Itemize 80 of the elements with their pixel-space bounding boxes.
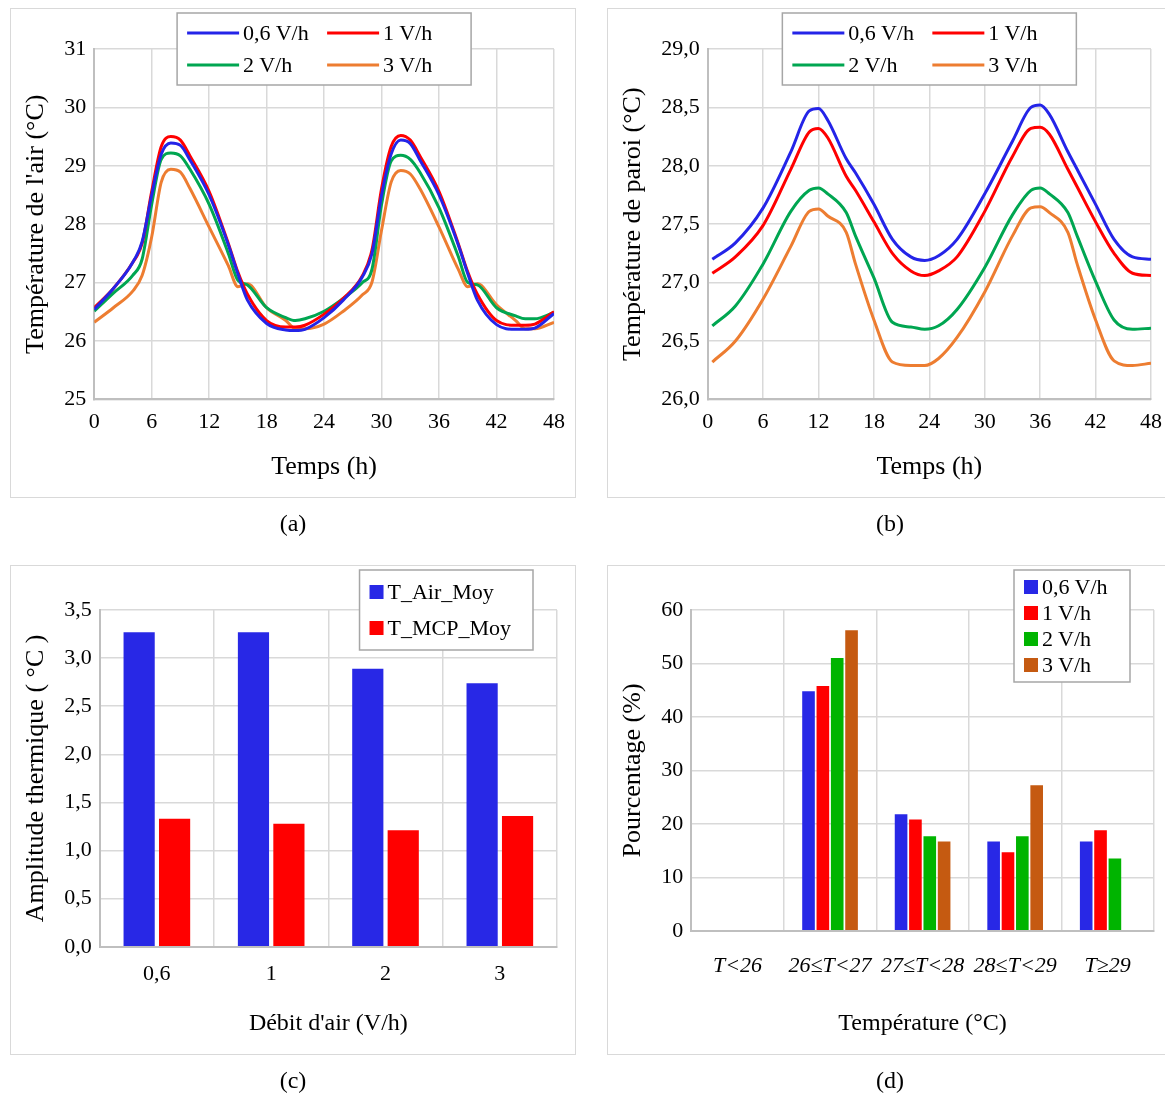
legend-label: 0,6 V/h <box>243 19 309 45</box>
text: (a) <box>278 510 308 537</box>
x-tick-label: 26≤T<27 <box>788 951 873 977</box>
y-tick-label: 28,5 <box>661 93 700 119</box>
y-axis-title: Pourcentage (%) <box>617 683 647 858</box>
y-tick-label: 2,5 <box>64 692 92 718</box>
legend-label: 0,6 V/h <box>1042 573 1108 599</box>
x-tick-label: 6 <box>757 408 769 434</box>
legend-label: T_Air_Moy <box>387 578 494 604</box>
y-tick-label: 0,5 <box>64 884 92 910</box>
x-tick-label: 6 <box>146 408 158 434</box>
x-tick-label: 0,6 <box>143 959 171 985</box>
x-axis-title: Débit d'air (V/h) <box>248 1008 408 1035</box>
y-tick-label: 40 <box>661 702 684 728</box>
text: (b) <box>875 510 905 537</box>
x-tick-label: T≥29 <box>1084 951 1131 977</box>
x-tick-label: 3 <box>494 959 506 985</box>
x-tick-label: 18 <box>862 408 885 434</box>
y-axis-title: Température de l'air (°C) <box>20 94 50 354</box>
legend-label: 3 V/h <box>1042 651 1092 677</box>
x-tick-label: 48 <box>543 408 565 434</box>
y-tick-label: 2,0 <box>64 740 92 766</box>
y-tick-label: 3,0 <box>64 643 92 669</box>
x-tick-label: 24 <box>918 408 941 434</box>
x-tick-label: 42 <box>485 408 508 434</box>
y-tick-label: 27,5 <box>661 209 700 235</box>
y-tick-label: 29,0 <box>661 34 700 60</box>
y-tick-label: 26,0 <box>661 385 700 411</box>
x-tick-label: 42 <box>1084 408 1107 434</box>
x-tick-label: 30 <box>973 408 996 434</box>
y-tick-label: 27,0 <box>661 268 700 294</box>
y-tick-label: 26 <box>64 326 87 352</box>
y-tick-label: 27 <box>64 268 87 294</box>
y-tick-label: 29 <box>64 151 87 177</box>
legend-label: 0,6 V/h <box>848 19 914 45</box>
y-tick-label: 50 <box>661 649 684 675</box>
legend-label: T_MCP_Moy <box>387 614 512 640</box>
y-tick-label: 3,5 <box>64 595 92 621</box>
x-tick-label: 30 <box>370 408 393 434</box>
x-tick-label: 12 <box>807 408 830 434</box>
y-tick-label: 28,0 <box>661 151 700 177</box>
text: (c) <box>278 1067 308 1094</box>
x-tick-label: 36 <box>1029 408 1052 434</box>
legend-label: 2 V/h <box>1042 625 1092 651</box>
legend-label: 1 V/h <box>383 19 433 45</box>
legend-label: 3 V/h <box>988 51 1038 77</box>
y-tick-label: 60 <box>661 595 684 621</box>
x-tick-label: 48 <box>1140 408 1162 434</box>
y-tick-label: 0,0 <box>64 932 92 958</box>
legend-label: 2 V/h <box>243 51 293 77</box>
x-tick-label: 27≤T<28 <box>881 951 965 977</box>
y-tick-label: 10 <box>661 863 684 889</box>
y-axis-title: Température de paroi (°C) <box>617 87 647 361</box>
y-tick-label: 1,0 <box>64 836 92 862</box>
x-tick-label: 2 <box>380 959 392 985</box>
legend-label: 3 V/h <box>383 51 433 77</box>
legend-label: 1 V/h <box>988 19 1038 45</box>
y-tick-label: 25 <box>64 385 87 411</box>
x-axis-title: Temps (h) <box>271 451 377 481</box>
y-tick-label: 30 <box>661 756 684 782</box>
y-tick-label: 1,5 <box>64 788 92 814</box>
y-tick-label: 31 <box>64 34 87 60</box>
x-axis-title: Temps (h) <box>876 451 983 481</box>
x-tick-label: T<26 <box>712 951 763 977</box>
legend-label: 2 V/h <box>848 51 898 77</box>
x-tick-label: 28≤T<29 <box>973 951 1057 977</box>
x-tick-label: 18 <box>255 408 278 434</box>
y-tick-label: 28 <box>64 209 87 235</box>
x-axis-title: Température (°C) <box>838 1008 1007 1035</box>
legend-label: 1 V/h <box>1042 599 1092 625</box>
x-tick-label: 12 <box>198 408 221 434</box>
text: (d) <box>875 1067 905 1094</box>
y-tick-label: 26,5 <box>661 326 700 352</box>
y-tick-label: 30 <box>64 93 87 119</box>
x-tick-label: 1 <box>265 959 277 985</box>
y-tick-label: 0 <box>672 916 684 942</box>
x-tick-label: 24 <box>313 408 336 434</box>
y-tick-label: 20 <box>661 809 684 835</box>
x-tick-label: 36 <box>428 408 451 434</box>
y-axis-title: Amplitude thermique ( °C ) <box>20 634 50 923</box>
